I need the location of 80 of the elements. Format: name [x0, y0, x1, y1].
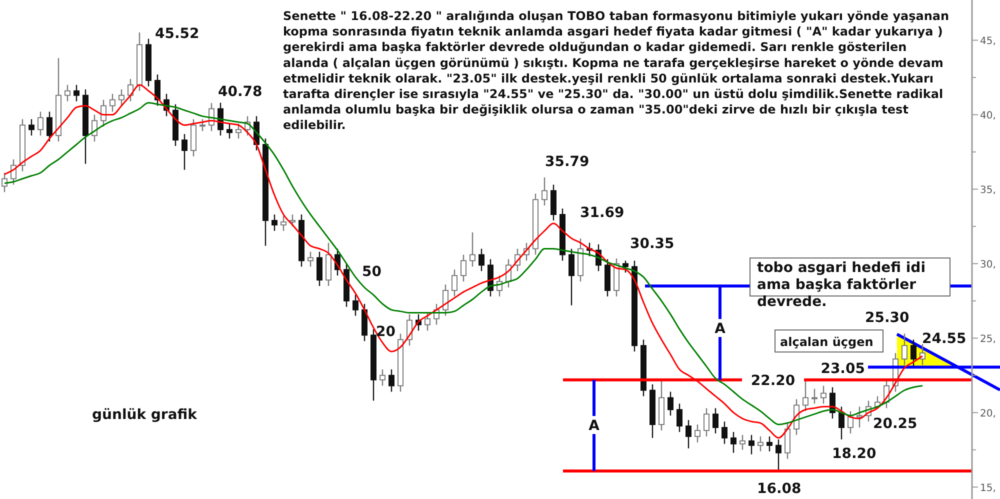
candlestick [182, 133, 188, 170]
candlestick [676, 403, 682, 433]
candlestick [226, 123, 232, 140]
candlestick [550, 184, 556, 222]
y-tick-label: 40, [980, 110, 996, 122]
candlestick [668, 391, 674, 416]
annotation: 24.55 [922, 331, 966, 347]
candlestick [542, 176, 548, 206]
series-label: 50 [362, 264, 382, 280]
annotation: 23.05 [820, 361, 865, 377]
candlestick [74, 84, 80, 102]
candlestick [730, 431, 736, 454]
candlestick [236, 123, 242, 140]
candlestick [280, 215, 286, 232]
annotation: 31.69 [580, 205, 624, 221]
candlestick [442, 284, 448, 316]
candlestick [740, 434, 746, 450]
candlestick [748, 434, 754, 455]
annotation: A [588, 418, 600, 434]
candlestick [92, 114, 98, 142]
annotation: 45.52 [155, 26, 200, 42]
candlestick [686, 419, 692, 449]
ref-line-label: 22.20 [750, 372, 796, 389]
candlestick [28, 118, 34, 136]
candlestick [154, 74, 160, 106]
y-tick-label: 25, [980, 334, 996, 346]
candlestick [784, 422, 790, 460]
candlestick [470, 232, 476, 268]
annotation: 16.08 [757, 481, 802, 497]
candlestick [46, 111, 52, 142]
annotation: A [714, 321, 726, 337]
annotation: 30.35 [630, 236, 674, 252]
candlestick [272, 214, 278, 232]
candlestick [704, 408, 710, 438]
candlestick [452, 269, 458, 298]
candlestick [110, 93, 116, 112]
candlestick [622, 260, 628, 274]
candlestick [812, 388, 818, 404]
annotation: günlük grafik [92, 407, 198, 423]
candlestick [200, 118, 206, 132]
candlestick [290, 214, 296, 228]
candlestick [388, 368, 394, 392]
annotation: 40.78 [218, 84, 262, 100]
candlestick [118, 88, 124, 106]
candlestick [424, 312, 430, 332]
candlestick [38, 111, 44, 136]
candlestick [848, 410, 854, 434]
annotation: 18.20 [832, 446, 877, 462]
candlestick [460, 254, 466, 282]
candlestick [316, 251, 322, 287]
candlestick [308, 251, 314, 268]
y-tick-label: 35, [980, 185, 996, 196]
candlestick [712, 408, 718, 434]
candlestick [380, 368, 386, 386]
candlestick [64, 84, 70, 102]
annotation: 20.25 [873, 416, 918, 432]
y-tick-label: 15, [980, 483, 996, 494]
candlestick [776, 438, 782, 472]
candlestick [902, 333, 908, 366]
candlestick [694, 424, 700, 443]
annotation: tobo asgari hedefi idi ama başka faktörler devrede. [757, 260, 926, 310]
y-tick-label: 20, [980, 408, 996, 420]
candlestick [478, 248, 484, 272]
candlestick [758, 436, 764, 452]
candlestick [910, 339, 916, 368]
candlestick [920, 343, 926, 366]
candlestick [352, 294, 358, 316]
annotation: 25.30 [865, 310, 910, 326]
annotation: Senette " 16.08-22.20 " aralığında oluşan TOBO taban formasyonu bitimiyle yukarı yönde yaşanan kopma sonrasında fiyatın teknik anlamda asgari hedef fiyata kadar gitmesi ( "A" kadar yukarıya ) gerekirdi ama başka faktörler devrede olduğundan o kadar gidemedi. Sarı renkle gösterilen alanda ( alçalan üçgen görünümü ) sıkıştı. Kopma ne tarafa gerçekleşirse hareket o yönde devam etmelidir teknik olarak. "23.05" ilk destek.yeşil renkli 50 günlük ortalama sonraki destek.Yukarı tarafta dirençler ise sırasıyla "24.55" ve "25.30" da. "30.00" un üstü dolu şimdilik.Senette radikal anlamda olumlu başka bir değişiklik olursa o zaman "35.00"deki zirve de hızlı bir çıkışla test edilebilir. [283, 9, 950, 132]
candlestick [766, 436, 772, 452]
annotation: 35.79 [545, 154, 590, 170]
annotation: alçalan üçgen [780, 335, 874, 349]
y-tick-label: 30, [980, 260, 996, 271]
candlestick [722, 420, 728, 444]
candlestick [838, 406, 844, 440]
candlestick [568, 248, 574, 306]
series-label: 20 [376, 324, 396, 340]
candlestick [820, 385, 826, 404]
y-tick-label: 45, [980, 36, 996, 48]
candlestick [856, 406, 862, 428]
